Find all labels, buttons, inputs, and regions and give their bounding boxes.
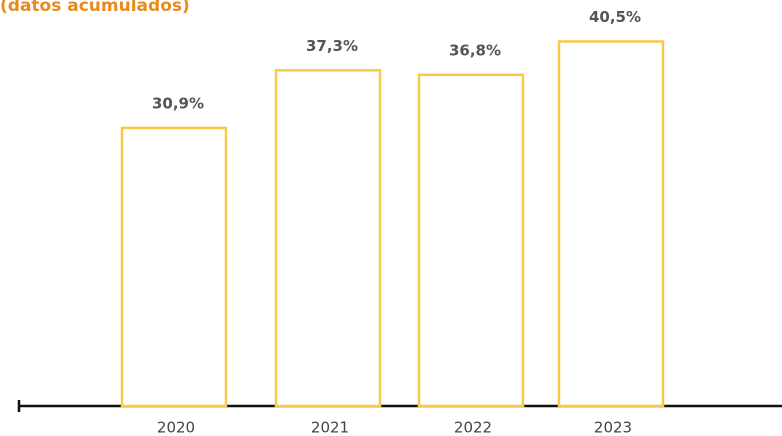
bar <box>557 40 665 408</box>
x-tick-label: 2020 <box>157 419 195 436</box>
bar <box>417 73 525 408</box>
value-label: 40,5% <box>589 8 641 26</box>
value-label: 37,3% <box>306 37 358 55</box>
bar <box>120 126 228 408</box>
value-label: 36,8% <box>449 41 501 59</box>
x-tick-label: 2022 <box>454 419 492 436</box>
chart-title: (datos acumulados) <box>0 0 190 16</box>
value-label: 30,9% <box>152 94 204 112</box>
x-tick-label: 2021 <box>311 419 349 436</box>
x-tick-label: 2023 <box>594 419 632 436</box>
bar <box>274 69 382 408</box>
